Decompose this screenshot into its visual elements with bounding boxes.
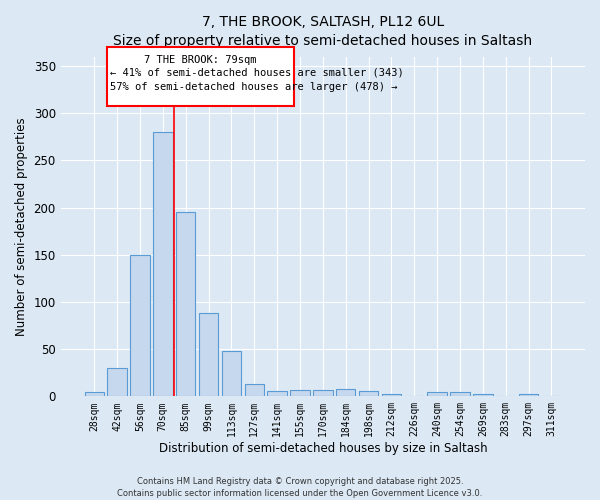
Bar [176, 212, 196, 396]
Title: 7, THE BROOK, SALTASH, PL12 6UL
Size of property relative to semi-detached house: 7, THE BROOK, SALTASH, PL12 6UL Size of … [113, 15, 532, 48]
Y-axis label: Number of semi-detached properties: Number of semi-detached properties [15, 117, 28, 336]
Text: 57% of semi-detached houses are larger (478) →: 57% of semi-detached houses are larger (… [110, 82, 398, 92]
Bar [153, 132, 173, 396]
Bar [473, 394, 493, 396]
Bar [107, 368, 127, 396]
Bar [130, 255, 149, 396]
Text: Contains HM Land Registry data © Crown copyright and database right 2025.
Contai: Contains HM Land Registry data © Crown c… [118, 476, 482, 498]
Bar [85, 392, 104, 396]
FancyBboxPatch shape [107, 47, 294, 106]
Bar [336, 389, 355, 396]
Bar [313, 390, 332, 396]
Bar [290, 390, 310, 396]
Bar [450, 392, 470, 396]
Text: ← 41% of semi-detached houses are smaller (343): ← 41% of semi-detached houses are smalle… [110, 68, 404, 78]
Bar [427, 392, 447, 396]
Bar [382, 394, 401, 396]
Text: 7 THE BROOK: 79sqm: 7 THE BROOK: 79sqm [144, 54, 257, 64]
Bar [221, 351, 241, 397]
Bar [519, 394, 538, 396]
Bar [245, 384, 264, 396]
Bar [359, 390, 378, 396]
X-axis label: Distribution of semi-detached houses by size in Saltash: Distribution of semi-detached houses by … [158, 442, 487, 455]
Bar [268, 390, 287, 396]
Bar [199, 314, 218, 396]
